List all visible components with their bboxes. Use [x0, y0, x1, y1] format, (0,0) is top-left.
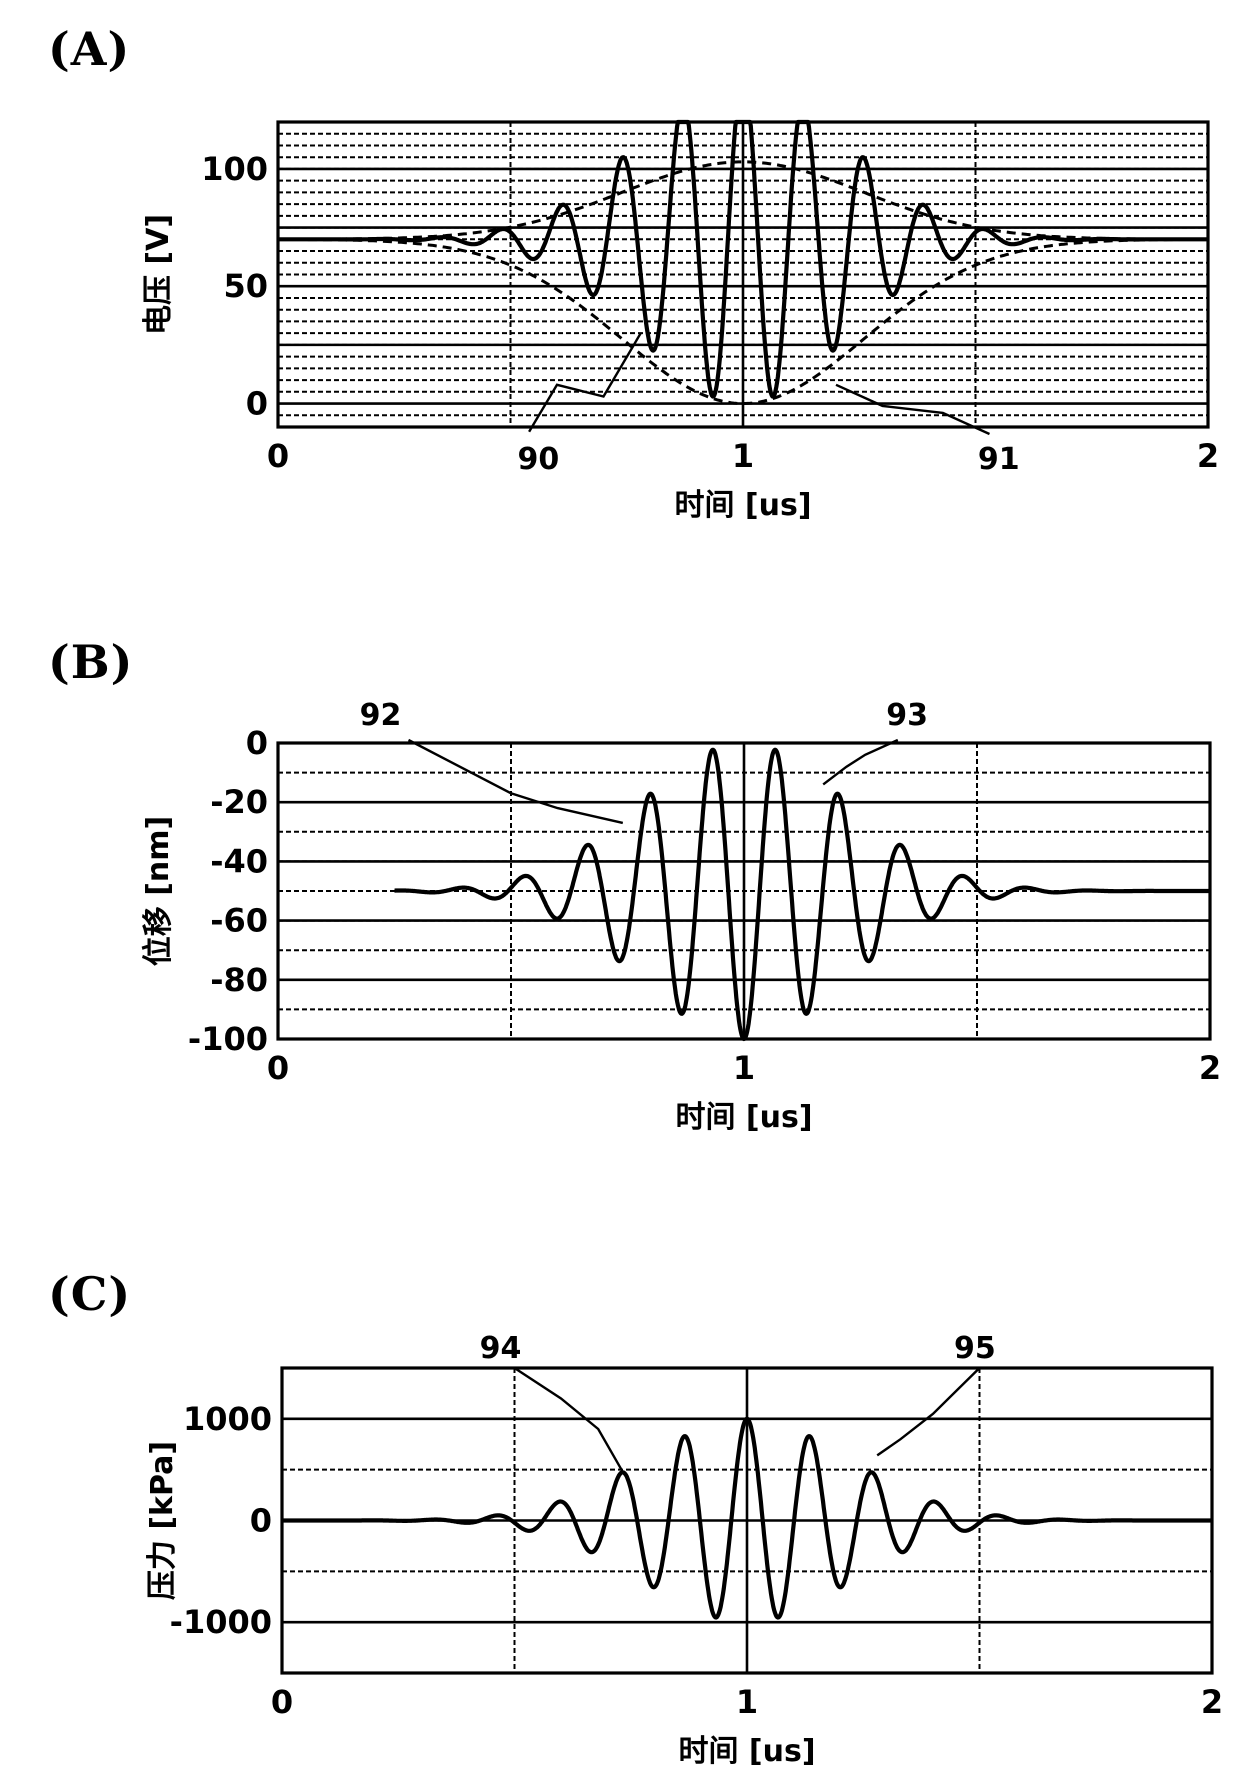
- x-axis-title: 时间 [us]: [674, 488, 811, 523]
- y-tick-label: 0: [246, 385, 268, 423]
- y-tick-label: 100: [201, 150, 268, 188]
- x-tick-label: 1: [733, 1049, 755, 1087]
- x-tick-label: 2: [1199, 1049, 1221, 1087]
- y-axis-title: 电压 [V]: [141, 214, 176, 335]
- y-tick-label: 1000: [183, 1400, 272, 1438]
- annotation-label: 95: [954, 1331, 996, 1366]
- annotation-label: 92: [360, 698, 402, 733]
- y-tick-label: 50: [223, 267, 268, 305]
- y-tick-label: -80: [210, 961, 268, 999]
- y-tick-label: -100: [188, 1020, 268, 1058]
- y-axis-title: 压力 [kPa]: [145, 1441, 180, 1600]
- annotation-leader: [529, 333, 641, 432]
- x-tick-label: 0: [267, 437, 289, 475]
- x-tick-label: 1: [736, 1683, 758, 1721]
- x-tick-label: 1: [732, 437, 754, 475]
- panel-a: (A) 9091050100012时间 [us]电压 [V]: [0, 0, 1240, 530]
- y-tick-label: -1000: [170, 1603, 272, 1641]
- panel-c: (C) 949510000-1000012时间 [us]压力 [kPa]: [0, 1190, 1240, 1786]
- y-tick-label: 0: [246, 724, 268, 762]
- annotation-leader: [409, 740, 623, 823]
- voltage-chart: 90 91 0 50 100 0 1 2 时间 [us] 电压 [V]: [0, 0, 1240, 530]
- annotation-leader: [877, 1368, 979, 1455]
- annotation-label: 93: [886, 698, 928, 733]
- y-tick-label: 0: [250, 1502, 272, 1540]
- x-tick-label: 2: [1197, 437, 1219, 475]
- y-tick-label: -60: [210, 902, 268, 940]
- y-tick-label: -20: [210, 783, 268, 821]
- annotation-leader: [823, 740, 898, 784]
- x-axis-title: 时间 [us]: [675, 1100, 812, 1135]
- pressure-chart: 94 95 1000 0 -1000 0 1 2 时间 [us] 压力 [kPa]: [0, 1190, 1240, 1786]
- annotation-label: 94: [480, 1331, 522, 1366]
- y-axis-title: 位移 [nm]: [141, 816, 176, 966]
- x-axis-title: 时间 [us]: [678, 1734, 815, 1769]
- displacement-chart: 92930-20-40-60-80-100012时间 [us]位移 [nm]: [0, 575, 1240, 1120]
- signal-line: [395, 750, 1211, 1039]
- panel-b: (B) 92930-20-40-60-80-100012时间 [us]位移 [n…: [0, 575, 1240, 1120]
- annotation-label: 91: [978, 442, 1020, 477]
- x-tick-label: 2: [1201, 1683, 1223, 1721]
- x-tick-label: 0: [267, 1049, 289, 1087]
- y-tick-label: -40: [210, 842, 268, 880]
- annotation-label: 90: [518, 442, 560, 477]
- x-tick-label: 0: [271, 1683, 293, 1721]
